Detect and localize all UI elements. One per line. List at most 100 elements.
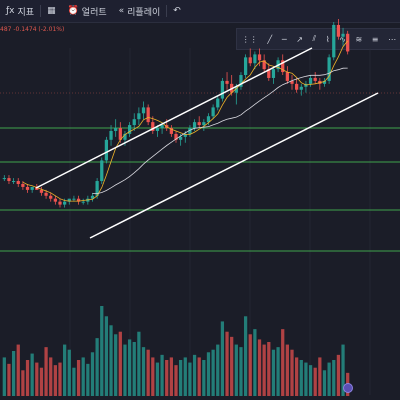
volume-bar	[336, 354, 341, 396]
layout-button[interactable]: ▦	[41, 0, 62, 22]
candle-body	[239, 75, 243, 87]
toolbar-divider	[40, 5, 42, 17]
candle-body	[30, 186, 34, 190]
volume-bar	[243, 316, 248, 396]
wave-pattern-icon[interactable]: ≋	[355, 34, 363, 44]
candle-body	[25, 186, 30, 190]
volume-bar	[118, 331, 122, 396]
fib-retracement-icon[interactable]: ≡	[371, 34, 379, 44]
candle-body	[160, 125, 164, 129]
volume-bar	[211, 349, 215, 396]
volume-bar	[81, 357, 85, 396]
ray-icon[interactable]: ↗	[296, 34, 303, 44]
volume-bar	[257, 339, 262, 396]
candle-body	[95, 181, 99, 196]
candle-body	[281, 60, 285, 73]
candle-body	[285, 72, 289, 81]
volume-bar	[318, 357, 322, 396]
candle-body	[58, 201, 62, 205]
volume-bar	[174, 365, 178, 396]
indicator-label: 지표	[17, 7, 35, 18]
volume-bar	[253, 329, 257, 396]
candle-body	[295, 83, 299, 90]
candle-body	[253, 54, 257, 64]
candle-body	[322, 80, 327, 84]
candle-body	[72, 198, 76, 200]
undo-button[interactable]: ↶	[167, 0, 187, 22]
volume-bar	[341, 344, 345, 396]
replay-label: 리플레이	[127, 7, 161, 18]
volume-bar	[188, 362, 192, 396]
undo-icon: ↶	[173, 6, 181, 16]
candle-body	[132, 119, 136, 126]
candlesticks	[2, 19, 350, 208]
volume-bar	[2, 357, 6, 396]
volume-bar	[327, 362, 331, 396]
indicator-icon: ƒx	[6, 6, 15, 16]
volume-bar	[11, 351, 16, 396]
replay-button[interactable]: « 리플레이	[113, 0, 167, 22]
candle-body	[220, 80, 225, 99]
volume-bar	[155, 362, 160, 396]
candle-body	[146, 107, 150, 123]
moving-average-line	[92, 67, 348, 195]
candle-body	[21, 183, 25, 187]
polyline-icon[interactable]: ⌇	[325, 34, 330, 44]
channel-lower-line[interactable]	[89, 92, 379, 239]
candle-body	[49, 195, 53, 199]
parallel-channel-icon[interactable]: ⫽	[312, 34, 317, 43]
volume-bar	[30, 353, 34, 396]
candle-body	[109, 130, 113, 140]
volume-bar	[104, 316, 109, 396]
volume-bar	[151, 357, 155, 396]
volume-bar	[169, 357, 173, 396]
candle-body	[327, 57, 331, 81]
volume-bar	[76, 360, 81, 396]
channel-upper-line[interactable]	[35, 47, 313, 189]
candle-body	[63, 201, 67, 205]
toolbar-divider	[166, 5, 168, 17]
candle-body	[197, 122, 201, 126]
more-tools-icon[interactable]: ⋯	[388, 34, 397, 44]
candle-body	[90, 195, 95, 199]
candle-body	[211, 107, 215, 117]
volume-bar	[39, 367, 44, 396]
event-marker-icon[interactable]	[343, 383, 353, 393]
volume-bar	[127, 339, 132, 396]
candle-body	[76, 198, 81, 202]
volume-bar	[67, 349, 71, 396]
horizontal-support-lines[interactable]	[0, 92, 400, 252]
volume-bar	[276, 347, 280, 396]
candle-body	[7, 178, 11, 182]
moving-average-line	[22, 40, 349, 202]
candle-body	[137, 113, 141, 120]
drawing-tools-bar: ⋮⋮ ╱ ─ ↗ ⫽ ⌇ ∿ ≋ ≡ ⋯	[236, 28, 400, 50]
volume-bar	[49, 357, 53, 396]
volume-bar	[308, 365, 313, 396]
volume-bar	[72, 367, 76, 396]
candle-body	[225, 80, 229, 84]
zigzag-icon[interactable]: ∿	[339, 34, 346, 44]
drag-handle-icon[interactable]: ⋮⋮	[241, 34, 258, 44]
candle-body	[299, 86, 303, 90]
horizontal-line-icon[interactable]: ─	[281, 34, 287, 44]
alert-button[interactable]: ⏰ 얼러트	[62, 0, 113, 22]
volume-bar	[206, 352, 211, 396]
volume-bar	[216, 344, 220, 396]
candle-body	[216, 98, 220, 108]
volume-bar	[197, 357, 201, 396]
volume-bar	[21, 370, 25, 396]
candle-body	[179, 136, 183, 140]
volume-bar	[192, 354, 197, 396]
volume-bar	[63, 344, 67, 396]
volume-bar	[304, 362, 308, 396]
indicator-button[interactable]: ƒx 지표	[0, 0, 40, 22]
trend-line-icon[interactable]: ╱	[267, 34, 273, 44]
volume-bar	[220, 321, 225, 396]
candle-body	[67, 198, 71, 202]
parallel-channel[interactable]	[35, 47, 379, 239]
candle-body	[206, 116, 211, 123]
volume-bar	[262, 344, 266, 396]
volume-bar	[239, 347, 243, 396]
